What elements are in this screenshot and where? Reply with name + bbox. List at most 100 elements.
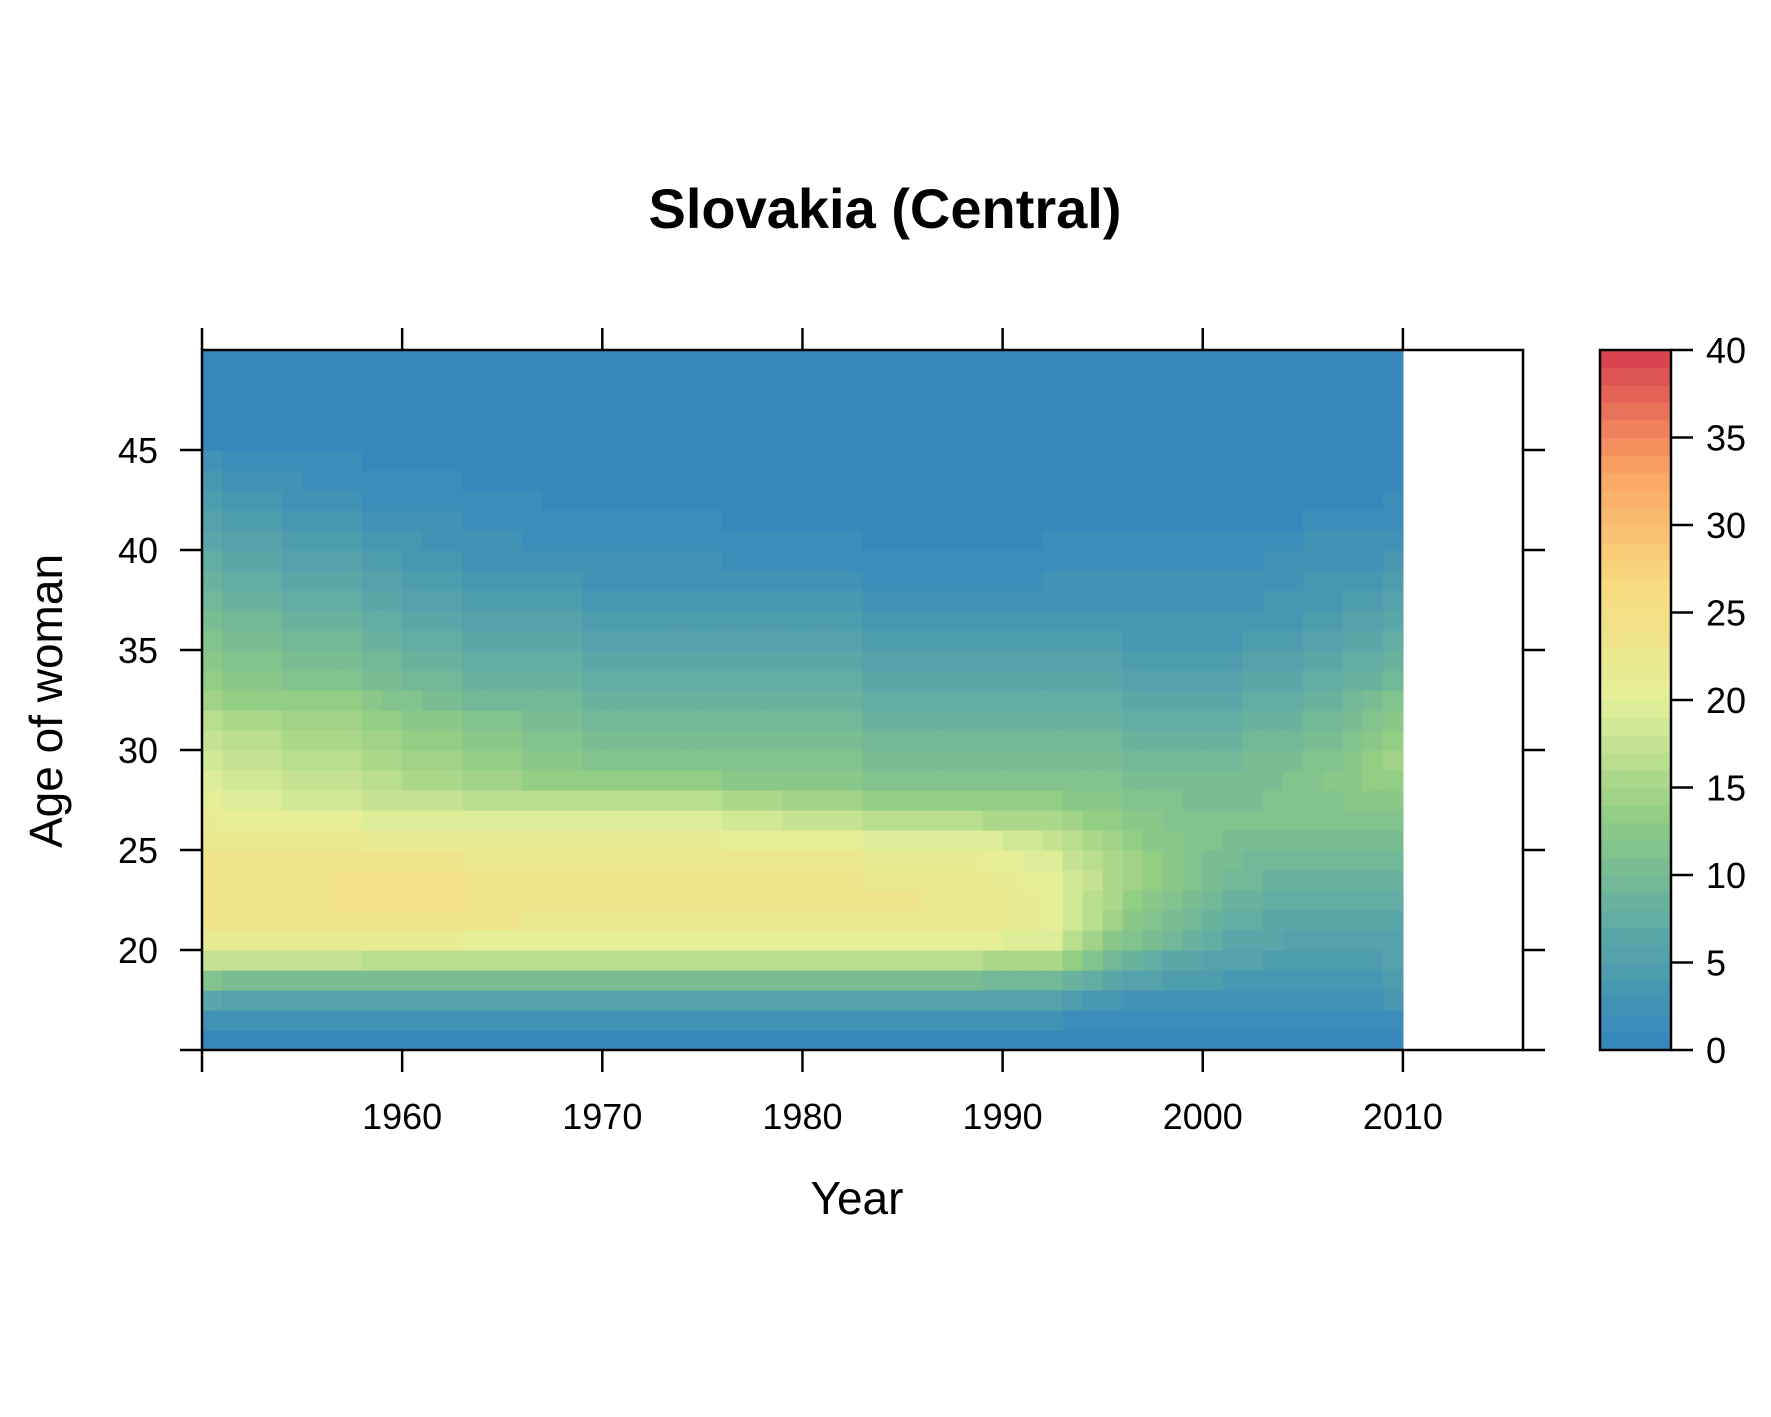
heatmap-cell [1222, 750, 1244, 771]
heatmap-cell [742, 830, 764, 851]
heatmap-cell [402, 830, 423, 851]
heatmap-cell [782, 950, 804, 971]
heatmap-cell [1322, 390, 1344, 411]
heatmap-cell [382, 610, 403, 631]
heatmap-cell [722, 690, 744, 711]
heatmap-cell [902, 490, 924, 511]
heatmap-cell [242, 870, 263, 891]
heatmap-cell [1102, 390, 1124, 411]
x-tick-label: 1990 [963, 1096, 1043, 1137]
heatmap-cell [542, 790, 563, 811]
heatmap-cell [782, 410, 804, 431]
heatmap-cell [1142, 350, 1164, 371]
heatmap-cell [262, 830, 283, 851]
heatmap-cell [1362, 570, 1384, 591]
heatmap-cell [662, 630, 683, 651]
heatmap-cell [842, 350, 864, 371]
heatmap-cell [762, 1030, 784, 1051]
heatmap-cell [382, 490, 403, 511]
heatmap-cell [1262, 830, 1284, 851]
heatmap-cell [762, 530, 784, 551]
heatmap-cell [782, 670, 804, 691]
heatmap-cell [302, 750, 323, 771]
heatmap-cell [742, 530, 764, 551]
heatmap-cell [222, 650, 243, 671]
heatmap-cell [1022, 1030, 1044, 1051]
heatmap-cell [1182, 610, 1204, 631]
heatmap-cell [842, 590, 864, 611]
heatmap-cell [982, 1030, 1004, 1051]
heatmap-cell [742, 850, 764, 871]
heatmap-cell [542, 770, 563, 791]
heatmap-cell [1002, 590, 1024, 611]
heatmap-cell [1242, 790, 1264, 811]
heatmap-cell [622, 770, 643, 791]
heatmap-cell [242, 410, 263, 431]
heatmap-cell [462, 510, 483, 531]
heatmap-cell [1202, 930, 1224, 951]
heatmap-cell [602, 830, 623, 851]
heatmap-cell [222, 790, 243, 811]
heatmap-cell [662, 590, 683, 611]
heatmap-cell [582, 470, 603, 491]
heatmap-cell [342, 1010, 363, 1031]
heatmap-cell [1162, 890, 1184, 911]
heatmap-cell [922, 1010, 944, 1031]
heatmap-cell [282, 910, 303, 931]
heatmap-cell [1302, 770, 1324, 791]
heatmap-cell [722, 450, 744, 471]
heatmap-cell [362, 810, 383, 831]
heatmap-cell [482, 490, 503, 511]
heatmap-cell [702, 630, 723, 651]
heatmap-cell [362, 950, 383, 971]
heatmap-cell [602, 510, 623, 531]
heatmap-cell [1242, 1030, 1264, 1051]
heatmap-cell [602, 450, 623, 471]
heatmap-cell [1102, 350, 1124, 371]
heatmap-cell [242, 910, 263, 931]
heatmap-cell [442, 910, 463, 931]
heatmap-cell [322, 730, 343, 751]
heatmap-cell [502, 890, 523, 911]
heatmap-cell [1302, 750, 1324, 771]
heatmap-cell [962, 550, 984, 571]
heatmap-cell [1262, 750, 1284, 771]
heatmap-cell [722, 950, 744, 971]
heatmap-cell [442, 630, 463, 651]
heatmap-cell [782, 690, 804, 711]
heatmap-cell [922, 470, 944, 491]
heatmap-cell [862, 830, 884, 851]
heatmap-cell [602, 810, 623, 831]
heatmap-cell [1162, 410, 1184, 431]
heatmap-cell [662, 710, 683, 731]
heatmap-cell [562, 970, 583, 991]
heatmap-cell [202, 710, 223, 731]
heatmap-cell [1182, 910, 1204, 931]
y-tick-label: 35 [118, 630, 158, 671]
heatmap-cell [302, 410, 323, 431]
heatmap-cell [542, 570, 563, 591]
heatmap-cell [1362, 710, 1384, 731]
heatmap-cell [1322, 710, 1344, 731]
heatmap-cell [462, 550, 483, 571]
heatmap-cell [742, 550, 764, 571]
heatmap-cell [602, 610, 623, 631]
heatmap-cell [942, 470, 964, 491]
heatmap-cell [342, 570, 363, 591]
heatmap-cell [702, 1010, 723, 1031]
heatmap-cell [542, 350, 563, 371]
heatmap-cell [322, 450, 343, 471]
heatmap-cell [1142, 710, 1164, 731]
heatmap-cell [642, 630, 663, 651]
heatmap-cell [862, 350, 884, 371]
heatmap-cell [282, 470, 303, 491]
heatmap-cell [382, 410, 403, 431]
heatmap-cell [642, 710, 663, 731]
heatmap-cell [702, 930, 723, 951]
heatmap-cell [662, 470, 683, 491]
heatmap-cell [242, 690, 263, 711]
heatmap-cell [302, 430, 323, 451]
heatmap-cell [302, 610, 323, 631]
heatmap-cell [482, 570, 503, 591]
heatmap-cell [802, 850, 824, 871]
